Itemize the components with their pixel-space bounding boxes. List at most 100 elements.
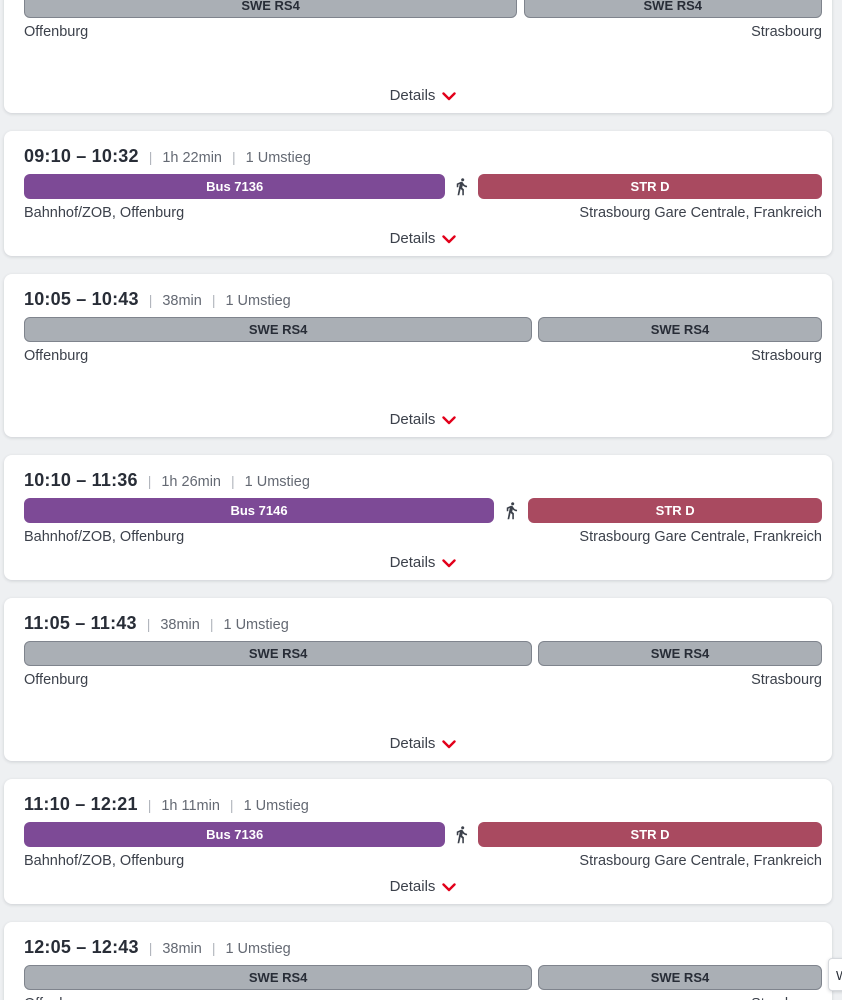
journey-header: 09:10 – 10:32 | 1h 22min | 1 Umstieg xyxy=(24,131,822,168)
details-label: Details xyxy=(389,87,436,104)
separator: | xyxy=(147,797,152,813)
journey-time-range: 10:05 – 10:43 xyxy=(24,289,139,309)
arrival-station: Strasbourg Gare Centrale, Frankreich xyxy=(579,205,822,221)
separator: | xyxy=(209,616,214,632)
walk-transfer xyxy=(445,825,478,844)
journey-card[interactable]: 10:05 – 10:43 | 38min | 1 Umstieg SWE RS4 SW… xyxy=(4,274,832,437)
tram-line-badge: STR D xyxy=(478,174,822,199)
details-label: Details xyxy=(389,230,436,247)
journey-header: 11:05 – 11:43 | 38min | 1 Umstieg xyxy=(24,598,822,635)
separator: | xyxy=(211,292,216,308)
pedestrian-icon xyxy=(456,178,468,196)
separator: | xyxy=(146,616,151,632)
chevron-down-icon xyxy=(442,235,457,244)
tram-line-badge: STR D xyxy=(528,498,822,523)
journey-stations: Bahnhof/ZOB, Offenburg Strasbourg Gare C… xyxy=(24,204,822,222)
arrival-station: Strasbourg xyxy=(751,24,822,40)
journey-segments: Bus 7146 STR D xyxy=(24,498,822,523)
journey-time-range: 09:10 – 10:32 xyxy=(24,146,139,166)
journey-duration: 1h 22min xyxy=(162,150,222,166)
pedestrian-icon xyxy=(456,826,468,844)
clipped-tooltip[interactable]: W xyxy=(828,958,842,991)
journey-segments: SWE RS4 SWE RS4 xyxy=(24,0,822,18)
journey-duration: 38min xyxy=(162,941,202,957)
details-label: Details xyxy=(389,554,436,571)
details-label: Details xyxy=(389,411,436,428)
journey-header: 11:10 – 12:21 | 1h 11min | 1 Umstieg xyxy=(24,779,822,816)
pedestrian-icon xyxy=(506,502,517,520)
departure-station: Offenburg xyxy=(24,24,89,40)
arrival-station: Strasbourg xyxy=(751,995,822,1000)
train-line-badge: SWE RS4 xyxy=(523,0,822,18)
journey-stations: Bahnhof/ZOB, Offenburg Strasbourg Gare C… xyxy=(24,528,822,546)
train-line-badge: SWE RS4 xyxy=(24,641,533,666)
train-line-badge: SWE RS4 xyxy=(24,317,533,342)
journey-card[interactable]: 11:10 – 12:21 | 1h 11min | 1 Umstieg Bus 71… xyxy=(4,779,832,904)
journey-card[interactable]: 11:05 – 11:43 | 38min | 1 Umstieg SWE RS4 SW… xyxy=(4,598,832,761)
journey-header: 12:05 – 12:43 | 38min | 1 Umstieg xyxy=(24,922,822,959)
departure-station: Bahnhof/ZOB, Offenburg xyxy=(24,853,185,869)
bus-line-badge: Bus 7136 xyxy=(24,822,446,847)
train-line-badge: SWE RS4 xyxy=(537,965,822,990)
journey-duration: 1h 26min xyxy=(161,474,221,490)
separator: | xyxy=(231,473,235,489)
details-button[interactable]: Details xyxy=(24,554,822,571)
journey-stations: Bahnhof/ZOB, Offenburg Strasbourg Gare C… xyxy=(24,852,822,870)
journey-time-range: 10:10 – 11:36 xyxy=(24,470,138,490)
journey-transfers: 1 Umstieg xyxy=(225,293,291,309)
chevron-down-icon xyxy=(442,883,457,892)
journey-stations: Offenburg Strasbourg xyxy=(24,23,822,41)
details-button[interactable]: Details xyxy=(24,878,822,895)
details-label: Details xyxy=(389,878,436,895)
bus-line-badge: Bus 7136 xyxy=(24,174,446,199)
journey-header: 10:05 – 10:43 | 38min | 1 Umstieg xyxy=(24,274,822,311)
journey-duration: 1h 11min xyxy=(161,798,220,814)
chevron-down-icon xyxy=(442,740,457,749)
separator: | xyxy=(231,149,236,165)
arrival-station: Strasbourg xyxy=(751,672,822,688)
details-button[interactable]: Details xyxy=(24,735,822,752)
details-label: Details xyxy=(389,735,436,752)
journey-header: 10:10 – 11:36 | 1h 26min | 1 Umstieg xyxy=(24,455,822,492)
journey-card[interactable]: 12:05 – 12:43 | 38min | 1 Umstieg SWE RS4 SW… xyxy=(4,922,832,1000)
journey-card[interactable]: 10:10 – 11:36 | 1h 26min | 1 Umstieg Bus 71… xyxy=(4,455,832,580)
details-button[interactable]: Details xyxy=(24,230,822,247)
separator: | xyxy=(148,292,153,308)
journey-transfers: 1 Umstieg xyxy=(245,150,311,166)
journey-transfers: 1 Umstieg xyxy=(244,474,310,490)
departure-station: Bahnhof/ZOB, Offenburg xyxy=(24,205,185,221)
journey-transfers: 1 Umstieg xyxy=(225,941,291,957)
journey-segments: SWE RS4 SWE RS4 xyxy=(24,317,822,342)
separator: | xyxy=(148,149,153,165)
journey-stations: Offenburg Strasbourg xyxy=(24,347,822,365)
tram-line-badge: STR D xyxy=(478,822,822,847)
train-line-badge: SWE RS4 xyxy=(537,317,822,342)
details-button[interactable]: Details xyxy=(24,87,822,104)
train-line-badge: SWE RS4 xyxy=(24,965,533,990)
separator: | xyxy=(211,940,216,956)
journey-transfers: 1 Umstieg xyxy=(223,617,289,633)
arrival-station: Strasbourg xyxy=(751,348,822,364)
separator: | xyxy=(148,940,153,956)
departure-station: Bahnhof/ZOB, Offenburg xyxy=(24,529,185,545)
details-button[interactable]: Details xyxy=(24,411,822,428)
journey-card[interactable]: SWE RS4 SWE RS4 Offenburg Strasbourg Deta… xyxy=(4,0,832,113)
journey-segments: Bus 7136 STR D xyxy=(24,822,822,847)
arrival-station: Strasbourg Gare Centrale, Frankreich xyxy=(579,529,822,545)
departure-station: Offenburg xyxy=(24,672,89,688)
journey-card[interactable]: 09:10 – 10:32 | 1h 22min | 1 Umstieg Bus 71… xyxy=(4,131,832,256)
train-line-badge: SWE RS4 xyxy=(537,641,822,666)
bus-line-badge: Bus 7146 xyxy=(24,498,495,523)
journey-segments: SWE RS4 SWE RS4 xyxy=(24,965,822,990)
journey-stations: Offenburg Strasbourg xyxy=(24,995,822,1000)
separator: | xyxy=(147,473,152,489)
train-line-badge: SWE RS4 xyxy=(24,0,518,18)
journey-segments: SWE RS4 SWE RS4 xyxy=(24,641,822,666)
walk-transfer xyxy=(445,177,478,196)
walk-transfer xyxy=(494,501,528,520)
journey-duration: 38min xyxy=(160,617,200,633)
separator: | xyxy=(229,797,234,813)
journey-transfers: 1 Umstieg xyxy=(243,798,309,814)
journey-segments: Bus 7136 STR D xyxy=(24,174,822,199)
journey-stations: Offenburg Strasbourg xyxy=(24,671,822,689)
